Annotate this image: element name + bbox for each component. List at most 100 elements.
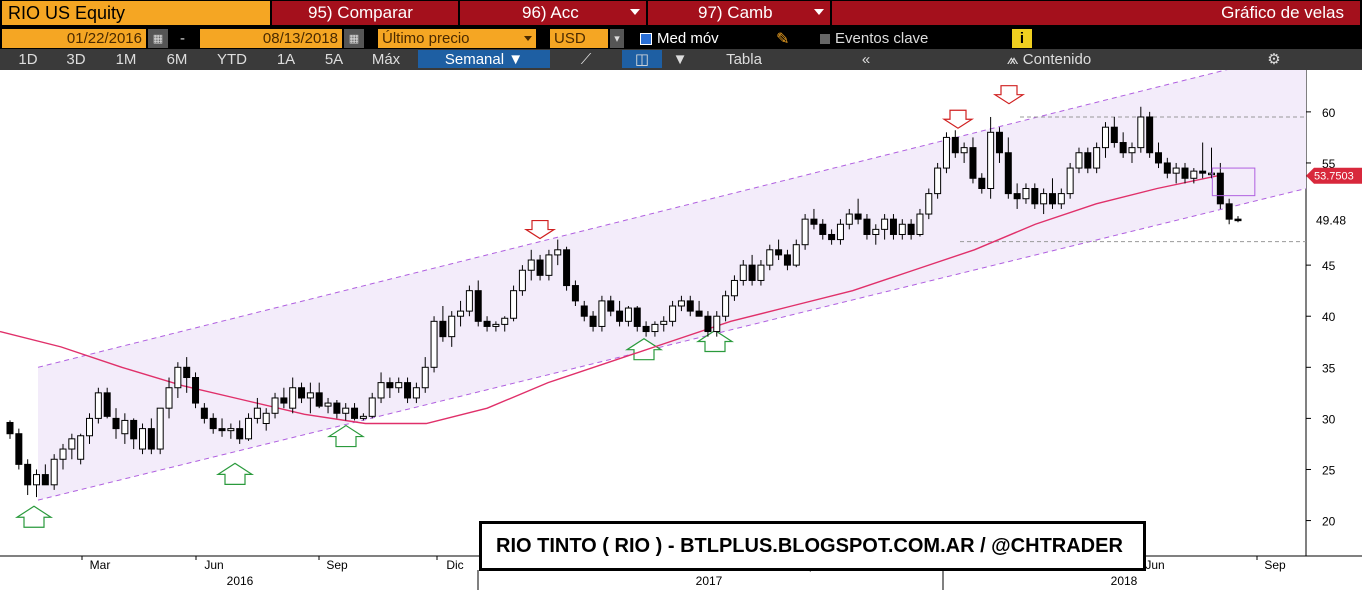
candle [227,423,235,439]
candle [748,254,756,286]
reference-lines [960,116,1306,243]
candle [1110,116,1118,148]
price-type-select[interactable]: Último precio [378,29,536,48]
candle-body [783,254,791,266]
period-5a[interactable]: 5A [324,50,344,68]
moving-average-toggle[interactable]: Med móv [640,29,719,48]
period-bar: 1D 3D 1M 6M YTD 1A 5A Máx Semanal ▼ ⟋ ◫ … [0,49,1362,70]
candle [94,387,102,424]
candle [209,413,217,434]
period-1d[interactable]: 1D [18,50,38,68]
actions-dropdown[interactable]: 96) Acc [460,1,646,25]
compare-button[interactable]: 95) Comparar [272,1,458,25]
checkbox-checked-icon [640,32,652,45]
candle-body [324,402,332,407]
down-arrow-icon [941,109,975,129]
candle [245,413,253,441]
chevron-down-icon[interactable]: ▼ [672,50,688,68]
candle [492,321,500,332]
currency-select[interactable]: USD [550,29,608,48]
candle-body [24,463,32,486]
candle [898,219,906,240]
candle-body [518,269,526,292]
candle [183,357,191,393]
candle-body [412,387,420,399]
candle-body [492,323,500,327]
candle-body [483,320,491,327]
period-1a[interactable]: 1A [276,50,296,68]
checkbox-icon [820,33,830,44]
candle-body [306,392,314,399]
period-max[interactable]: Máx [371,50,401,68]
candle [253,397,261,424]
candle [77,433,85,465]
candle-body [501,317,509,325]
gear-icon[interactable]: ⚙ [1267,51,1281,68]
x-tick-label: Jun [204,558,223,572]
candle-chart-icon[interactable]: ◫ [622,50,662,68]
candle-body [183,366,191,379]
candle-body [633,307,641,327]
candle [1048,178,1056,209]
candle [368,392,376,419]
chevron-down-icon [524,36,532,41]
chevron-down-icon[interactable]: ▾ [610,29,624,48]
candle [783,249,791,271]
y-tick-label: 40 [1322,310,1336,324]
candle [147,418,155,455]
year-label: 2018 [1111,574,1138,588]
candle-body [41,474,49,486]
frequency-select[interactable]: Semanal ▼ [418,50,550,68]
candle-body [1057,193,1065,205]
period-ytd[interactable]: YTD [217,50,247,68]
period-1m[interactable]: 1M [115,50,137,68]
candle [59,443,67,470]
change-dropdown[interactable]: 97) Camb [648,1,830,25]
candle-body [642,325,650,333]
candle-body [960,147,968,154]
candle-body [421,366,429,389]
candle-body [545,254,553,276]
candle-body [6,421,14,435]
contents-button[interactable]: ⩕ Contenido [984,50,1114,68]
candle [421,357,429,393]
candle [704,311,712,337]
candle [200,403,208,424]
candle-body [1022,188,1030,200]
end-date-input[interactable]: 08/13/2018 [200,29,342,48]
start-date-input[interactable]: 01/22/2016 [2,29,146,48]
y-tick-label: 55 [1322,157,1336,171]
candle-body [465,290,473,312]
candle-body [404,382,412,399]
period-3d[interactable]: 3D [66,50,86,68]
candle-body [280,397,288,404]
candle-body [819,223,827,235]
key-events-toggle[interactable]: Eventos clave [820,29,928,48]
candle-body [995,131,1003,154]
actions-label: 96) Acc [522,3,579,22]
candle [333,400,341,419]
y-tick-label: 20 [1322,515,1336,529]
info-icon[interactable]: i [1012,29,1032,48]
table-button[interactable]: Tabla [726,50,762,68]
ticker-field[interactable]: RIO US Equity [2,1,270,25]
candle-body [951,136,959,154]
candle-body [704,315,712,333]
candle-body [571,285,579,302]
collapse-icon[interactable]: « [861,50,871,68]
line-chart-icon[interactable]: ⟋ [580,50,592,68]
change-label: 97) Camb [698,3,773,22]
calendar-icon[interactable]: ▦ [148,29,168,48]
candle-body [218,428,226,432]
pencil-icon[interactable]: ✎ [776,30,790,48]
candle-body [978,177,986,189]
period-6m[interactable]: 6M [166,50,188,68]
candle-body [1154,152,1162,164]
calendar-icon[interactable]: ▦ [344,29,364,48]
candle-body [333,402,341,414]
candle [863,214,871,240]
up-arrow-icon [624,337,664,361]
candle-body [589,315,597,327]
contents-label: Contenido [1022,50,1092,68]
candle-body [730,279,738,297]
